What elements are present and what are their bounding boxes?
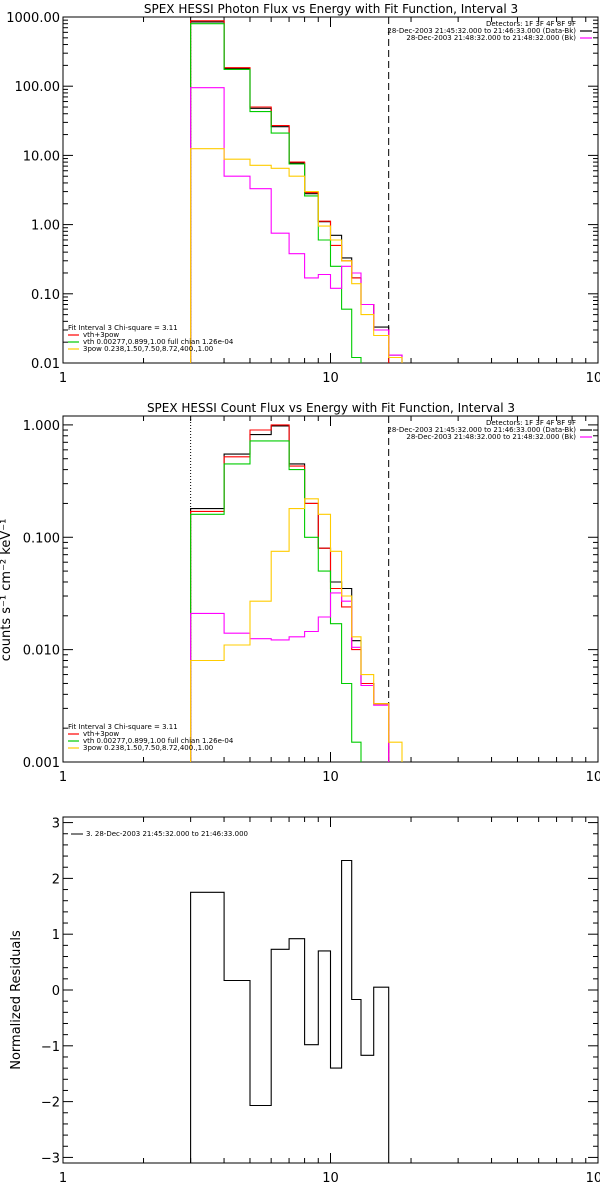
count-flux-legend-top-item: 28-Dec-2003 21:48:32.000 to 21:48:32.000… — [406, 433, 576, 441]
photon-flux-y-tick-label: 1000.00 — [6, 11, 60, 26]
photon-flux-legend-bottom-item: Fit Interval 3 Chi-square = 3.11 — [68, 324, 178, 332]
residuals-x-tick-label: 10 — [322, 1171, 339, 1186]
photon-flux-title: SPEX HESSI Photon Flux vs Energy with Fi… — [144, 2, 518, 16]
photon-flux-legend-bottom-item: 3pow 0.238,1.50,7.50,8.72,400.,1.00 — [83, 345, 213, 353]
count-flux-legend-bottom-item: vth 0.00277,0.899,1.00 full chian 1.26e-… — [83, 737, 234, 745]
count-flux-x-tick-label: 10 — [322, 770, 339, 785]
count-flux-panel: SPEX HESSI Count Flux vs Energy with Fit… — [0, 401, 600, 785]
photon-flux-legend-top-item: Detectors: 1F 3F 4F 8F 9F — [486, 20, 576, 28]
photon-flux-y-tick-label: 1.00 — [31, 219, 60, 234]
photon-flux-series-1-step-line — [190, 20, 390, 363]
residuals-y-tick-label: −2 — [41, 1096, 60, 1111]
photon-flux-y-tick-label: 0.10 — [31, 288, 60, 303]
residuals-y-tick-label: −3 — [41, 1151, 60, 1166]
photon-flux-x-tick-label: 10 — [322, 371, 339, 386]
photon-flux-legend-bottom-item: vth+3pow — [83, 331, 119, 339]
residuals-y-axis-label: Normalized Residuals — [9, 930, 24, 1070]
photon-flux-series-4-step-line — [190, 148, 403, 363]
photon-flux-plot-frame — [62, 16, 599, 364]
residuals-panel: Normalized Residuals 1 10 100 −3 −2 −1 0 1 2 3 3. … — [9, 816, 600, 1186]
count-flux-y-tick-label: 0.001 — [23, 756, 60, 771]
residuals-y-tick-label: 0 — [52, 984, 60, 999]
count-flux-legend-top-item: Detectors: 1F 3F 4F 8F 9F — [486, 419, 576, 427]
count-flux-legend-bottom-item: vth+3pow — [83, 730, 119, 738]
count-flux-series-4-step-line — [190, 498, 403, 762]
count-flux-y-tick-label: 1.000 — [23, 419, 60, 434]
residuals-y-tick-label: 1 — [52, 928, 60, 943]
count-flux-y-axis-label: counts s⁻¹ cm⁻² keV⁻¹ — [0, 519, 14, 662]
photon-flux-legend-top-item: 28-Dec-2003 21:48:32.000 to 21:48:32.000… — [406, 34, 576, 42]
photon-flux-y-tick-label: 10.00 — [23, 149, 60, 164]
residuals-y-tick-label: −1 — [41, 1040, 60, 1055]
count-flux-y-tick-label: 0.010 — [23, 644, 60, 659]
count-flux-y-tick-label: 0.100 — [23, 531, 60, 546]
residuals-y-tick-label: 2 — [52, 872, 60, 887]
photon-flux-y-tick-label: 100.00 — [15, 80, 61, 95]
count-flux-legend-top-item: 28-Dec-2003 21:45:32.000 to 21:46:33.000… — [387, 426, 576, 434]
photon-flux-x-tick-label: 100 — [586, 371, 600, 386]
count-flux-x-tick-label: 1 — [59, 770, 67, 785]
count-flux-series-0-step-line — [190, 425, 390, 762]
residuals-x-tick-label: 100 — [586, 1171, 600, 1186]
photon-flux-panel: SPEX HESSI Photon Flux vs Energy with Fi… — [6, 2, 600, 386]
residuals-y-tick-label: 3 — [52, 817, 60, 832]
count-flux-series-2-step-line — [190, 440, 362, 762]
count-flux-title: SPEX HESSI Count Flux vs Energy with Fit… — [147, 401, 515, 415]
photon-flux-legend-bottom-item: vth 0.00277,0.899,1.00 full chian 1.26e-… — [83, 338, 234, 346]
count-flux-legend-bottom-item: 3pow 0.238,1.50,7.50,8.72,400.,1.00 — [83, 744, 213, 752]
count-flux-series-1-step-line — [190, 424, 390, 762]
residuals-series-0-step-line — [190, 859, 390, 1163]
photon-flux-x-tick-label: 1 — [59, 371, 67, 386]
count-flux-x-tick-label: 100 — [586, 770, 600, 785]
photon-flux-y-tick-label: 0.01 — [31, 357, 60, 372]
residuals-legend-item: 3. 28-Dec-2003 21:45:32.000 to 21:46:33.… — [86, 830, 248, 838]
photon-flux-legend-top-item: 28-Dec-2003 21:45:32.000 to 21:46:33.000… — [387, 27, 576, 35]
residuals-x-tick-label: 1 — [59, 1171, 67, 1186]
photon-flux-series-2-step-line — [190, 23, 362, 363]
count-flux-legend-bottom-item: Fit Interval 3 Chi-square = 3.11 — [68, 723, 178, 731]
photon-flux-series-3-step-line — [190, 87, 403, 363]
photon-flux-series-0-step-line — [190, 21, 403, 363]
